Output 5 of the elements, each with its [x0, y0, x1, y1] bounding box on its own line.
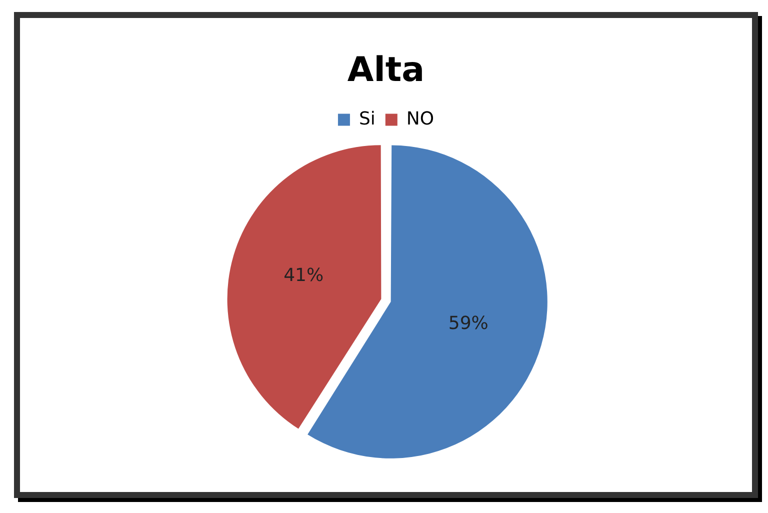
data-label: 59%: [448, 313, 488, 334]
legend-label: NO: [406, 108, 434, 130]
legend-label: Si: [358, 108, 376, 130]
data-label: 41%: [284, 265, 324, 286]
chart-title: Alta: [347, 50, 425, 90]
